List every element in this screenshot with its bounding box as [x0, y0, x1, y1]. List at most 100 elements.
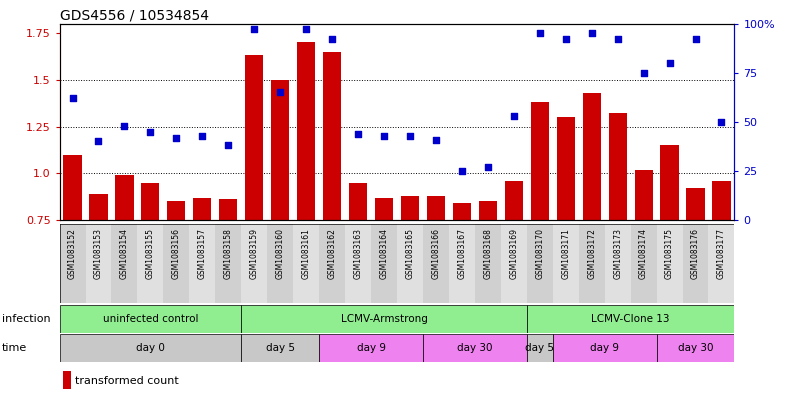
Text: day 9: day 9	[590, 343, 619, 353]
Text: LCMV-Clone 13: LCMV-Clone 13	[592, 314, 670, 324]
Bar	[605, 224, 630, 303]
Bar	[553, 224, 579, 303]
Bar	[505, 181, 523, 220]
Bar	[293, 224, 319, 303]
Text: GSM1083174: GSM1083174	[639, 228, 648, 279]
Point	[92, 138, 105, 145]
Text: GSM1083161: GSM1083161	[302, 228, 310, 279]
Point	[403, 132, 416, 139]
Bar	[90, 194, 107, 220]
Bar	[323, 51, 341, 220]
Bar	[193, 198, 211, 220]
Bar	[657, 224, 683, 303]
Bar	[608, 114, 626, 220]
Bar	[634, 169, 653, 220]
Bar	[60, 334, 241, 362]
Bar	[60, 305, 241, 333]
Text: GSM1083175: GSM1083175	[665, 228, 674, 279]
Text: GSM1083167: GSM1083167	[457, 228, 466, 279]
Bar	[60, 224, 86, 303]
Text: GSM1083177: GSM1083177	[717, 228, 726, 279]
Bar	[661, 145, 679, 220]
Bar	[583, 93, 601, 220]
Bar	[657, 334, 734, 362]
Text: uninfected control: uninfected control	[102, 314, 198, 324]
Bar	[141, 183, 160, 220]
Bar	[245, 55, 264, 220]
Bar	[345, 224, 371, 303]
Point	[274, 89, 287, 95]
Text: GSM1083162: GSM1083162	[328, 228, 337, 279]
Bar	[401, 196, 419, 220]
Bar	[423, 224, 449, 303]
Text: day 9: day 9	[357, 343, 386, 353]
Text: GSM1083158: GSM1083158	[224, 228, 233, 279]
Point	[689, 36, 702, 42]
Bar	[557, 117, 575, 220]
Text: day 30: day 30	[457, 343, 492, 353]
Bar	[708, 224, 734, 303]
Text: GSM1083166: GSM1083166	[431, 228, 441, 279]
Text: day 30: day 30	[678, 343, 713, 353]
Text: day 5: day 5	[526, 343, 554, 353]
Point	[560, 36, 572, 42]
Bar	[319, 224, 345, 303]
Bar	[241, 224, 268, 303]
Point	[507, 113, 520, 119]
Point	[430, 136, 442, 143]
Text: GDS4556 / 10534854: GDS4556 / 10534854	[60, 8, 209, 22]
Bar	[271, 80, 289, 220]
Point	[66, 95, 79, 101]
Text: GSM1083163: GSM1083163	[353, 228, 363, 279]
Bar	[189, 224, 215, 303]
Text: GSM1083176: GSM1083176	[691, 228, 700, 279]
Text: GSM1083168: GSM1083168	[484, 228, 492, 279]
Text: GSM1083157: GSM1083157	[198, 228, 206, 279]
Text: GSM1083159: GSM1083159	[250, 228, 259, 279]
Point	[638, 70, 650, 76]
Point	[352, 130, 364, 137]
Bar	[215, 224, 241, 303]
Text: GSM1083170: GSM1083170	[535, 228, 544, 279]
Text: GSM1083164: GSM1083164	[380, 228, 388, 279]
Bar	[630, 224, 657, 303]
Point	[118, 123, 131, 129]
Point	[144, 129, 156, 135]
Bar	[427, 196, 445, 220]
Point	[611, 36, 624, 42]
Point	[715, 119, 728, 125]
Bar	[349, 183, 367, 220]
Bar	[137, 224, 164, 303]
Point	[663, 60, 676, 66]
Bar	[449, 224, 475, 303]
Bar	[241, 334, 319, 362]
Text: GSM1083155: GSM1083155	[146, 228, 155, 279]
Text: day 5: day 5	[266, 343, 295, 353]
Point	[300, 26, 313, 33]
Bar	[553, 334, 657, 362]
Bar	[241, 305, 526, 333]
Bar	[64, 154, 82, 220]
Text: GSM1083172: GSM1083172	[588, 228, 596, 279]
Bar	[297, 42, 315, 220]
Bar	[63, 371, 71, 389]
Bar	[530, 102, 549, 220]
Bar	[164, 224, 189, 303]
Text: GSM1083169: GSM1083169	[509, 228, 518, 279]
Bar	[479, 201, 497, 220]
Bar	[683, 224, 708, 303]
Text: GSM1083160: GSM1083160	[276, 228, 285, 279]
Point	[248, 26, 260, 33]
Bar	[423, 334, 526, 362]
Point	[326, 36, 338, 42]
Text: infection: infection	[2, 314, 50, 324]
Text: time: time	[2, 343, 27, 353]
Bar	[687, 188, 704, 220]
Text: day 0: day 0	[136, 343, 165, 353]
Bar	[526, 305, 734, 333]
Bar	[397, 224, 423, 303]
Bar	[453, 203, 471, 220]
Bar	[375, 198, 393, 220]
Bar	[371, 224, 397, 303]
Text: GSM1083165: GSM1083165	[406, 228, 414, 279]
